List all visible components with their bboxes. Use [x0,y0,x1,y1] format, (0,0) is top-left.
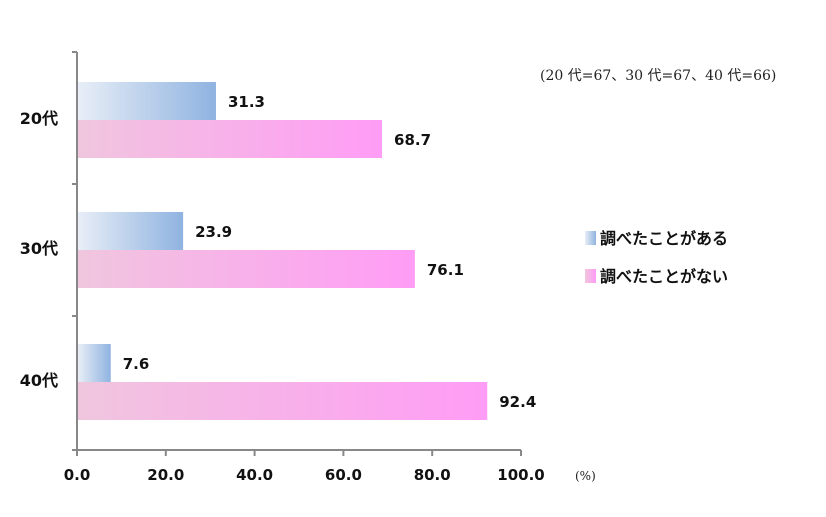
x-tick-label: 20.0 [147,466,184,484]
x-tick-label: 100.0 [497,466,544,484]
x-tick-label: 40.0 [236,466,273,484]
bar [78,250,415,288]
data-label: 92.4 [499,393,536,411]
bar [78,120,383,158]
category-label: 40代 [20,371,58,390]
bar [78,382,488,420]
x-tick-label: 80.0 [414,466,451,484]
legend-swatch [585,269,596,283]
data-label: 68.7 [394,131,431,149]
category-label: 30代 [20,239,58,258]
legend-label: 調べたことがない [600,267,728,286]
bar [78,82,216,120]
axes: 0.0 20.0 40.0 60.0 80.0 100.0 [64,51,545,484]
x-tick-label: 60.0 [325,466,362,484]
bar [78,212,184,250]
x-tick-label: 0.0 [64,466,91,484]
data-label: 31.3 [228,93,265,111]
data-label: 76.1 [427,261,464,279]
category-label: 20代 [20,109,58,128]
bar [78,344,111,382]
bars [78,82,488,420]
legend-swatch [585,231,596,245]
data-label: 7.6 [123,355,150,373]
unit-label: (%) [575,469,596,483]
labels: 20代 31.3 68.7 30代 23.9 76.1 40代 7.6 92.4 [20,93,537,411]
sample-size-note: (20 代=67、30 代=67、40 代=66) [540,68,776,84]
data-label: 23.9 [195,223,232,241]
legend-label: 調べたことがある [600,229,728,248]
